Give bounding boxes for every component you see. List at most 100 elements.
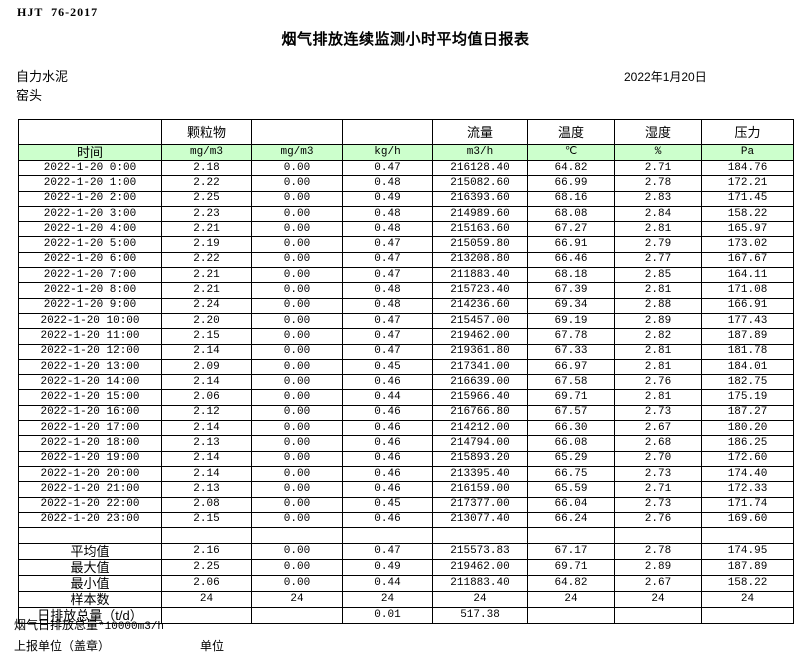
data-cell-4: 214236.60 bbox=[432, 297, 528, 314]
table-row: 2022-1-20 20:00 2.14 0.00 0.46 213395.40 66.7… bbox=[18, 465, 794, 483]
summary-cell-1 bbox=[161, 607, 252, 625]
data-cell-5: 69.34 bbox=[527, 297, 615, 314]
unit-header-cell-0: 时间 bbox=[18, 144, 162, 161]
data-cell-1: 2.08 bbox=[161, 496, 252, 513]
table-row: 2022-1-20 21:00 2.13 0.00 0.46 216159.00 65.5… bbox=[18, 481, 794, 498]
data-cell-1: 2.21 bbox=[161, 221, 252, 238]
blank-cell-1 bbox=[161, 527, 252, 545]
summary-cell-5: 67.17 bbox=[527, 543, 615, 561]
data-cell-4: 216393.60 bbox=[432, 190, 528, 207]
data-cell-2: 0.00 bbox=[251, 221, 343, 238]
data-cell-3: 0.45 bbox=[342, 358, 433, 376]
data-cell-0: 2022-1-20 14:00 bbox=[18, 374, 162, 391]
table-summary-row: 最大值 2.25 0.00 0.49 219462.00 69.71 2.89 187.89 bbox=[18, 559, 794, 577]
data-cell-1: 2.13 bbox=[161, 481, 252, 498]
summary-cell-6: 24 bbox=[614, 591, 702, 609]
data-cell-7: 167.67 bbox=[701, 251, 794, 269]
summary-cell-5: 24 bbox=[527, 591, 615, 609]
data-cell-2: 0.00 bbox=[251, 420, 343, 437]
data-cell-7: 175.19 bbox=[701, 389, 794, 406]
data-cell-6: 2.81 bbox=[614, 282, 702, 299]
data-cell-5: 64.82 bbox=[527, 159, 615, 177]
summary-cell-3: 24 bbox=[342, 591, 433, 609]
data-cell-4: 219361.80 bbox=[432, 343, 528, 360]
data-cell-6: 2.82 bbox=[614, 328, 702, 345]
group-header-cell-1: 颗粒物 bbox=[161, 119, 252, 145]
data-cell-5: 66.30 bbox=[527, 420, 615, 437]
data-cell-2: 0.00 bbox=[251, 450, 343, 467]
summary-cell-4: 211883.40 bbox=[432, 575, 528, 593]
summary-cell-0: 最小值 bbox=[18, 575, 162, 593]
summary-cell-1: 2.25 bbox=[161, 559, 252, 577]
table-summary-row: 最小值 2.06 0.00 0.44 211883.40 64.82 2.67 158.22 bbox=[18, 575, 794, 593]
data-cell-1: 2.22 bbox=[161, 175, 252, 192]
data-cell-6: 2.71 bbox=[614, 159, 702, 177]
data-cell-3: 0.46 bbox=[342, 374, 433, 391]
data-cell-3: 0.47 bbox=[342, 267, 433, 284]
data-cell-5: 68.18 bbox=[527, 267, 615, 284]
data-cell-5: 68.08 bbox=[527, 205, 615, 223]
data-cell-4: 215082.60 bbox=[432, 175, 528, 192]
blank-cell-3 bbox=[342, 527, 433, 545]
data-cell-3: 0.46 bbox=[342, 450, 433, 467]
data-cell-7: 171.45 bbox=[701, 190, 794, 207]
data-cell-7: 182.75 bbox=[701, 374, 794, 391]
table-row: 2022-1-20 0:00 2.18 0.00 0.47 216128.40 64.82… bbox=[18, 159, 794, 177]
data-cell-3: 0.49 bbox=[342, 190, 433, 207]
data-cell-4: 215059.80 bbox=[432, 236, 528, 253]
data-cell-0: 2022-1-20 15:00 bbox=[18, 389, 162, 406]
summary-cell-4: 215573.83 bbox=[432, 543, 528, 561]
data-cell-2: 0.00 bbox=[251, 374, 343, 391]
organization-name: 自力水泥 bbox=[16, 69, 69, 84]
summary-cell-5: 64.82 bbox=[527, 575, 615, 593]
data-cell-2: 0.00 bbox=[251, 282, 343, 299]
data-cell-0: 2022-1-20 23:00 bbox=[18, 511, 162, 529]
blank-cell-5 bbox=[527, 527, 615, 545]
summary-cell-4: 219462.00 bbox=[432, 559, 528, 577]
data-cell-6: 2.77 bbox=[614, 251, 702, 269]
data-cell-4: 213208.80 bbox=[432, 251, 528, 269]
group-header-cell-2 bbox=[251, 119, 343, 145]
data-cell-6: 2.89 bbox=[614, 312, 702, 330]
data-cell-2: 0.00 bbox=[251, 435, 343, 452]
data-cell-0: 2022-1-20 11:00 bbox=[18, 328, 162, 345]
data-cell-7: 174.40 bbox=[701, 465, 794, 483]
summary-cell-7 bbox=[701, 607, 794, 625]
data-cell-7: 187.27 bbox=[701, 404, 794, 422]
data-cell-2: 0.00 bbox=[251, 159, 343, 177]
data-cell-2: 0.00 bbox=[251, 511, 343, 529]
blank-cell-0 bbox=[18, 527, 162, 545]
data-cell-4: 214794.00 bbox=[432, 435, 528, 452]
data-cell-3: 0.48 bbox=[342, 175, 433, 192]
data-cell-3: 0.46 bbox=[342, 404, 433, 422]
data-cell-0: 2022-1-20 17:00 bbox=[18, 420, 162, 437]
data-cell-0: 2022-1-20 6:00 bbox=[18, 251, 162, 269]
emissions-report-table: 颗粒物 流量 温度 湿度 压力 时间 mg/m3 mg/m3 kg/h m3/h ℃% Pa 2022-… bbox=[18, 119, 794, 625]
data-cell-1: 2.12 bbox=[161, 404, 252, 422]
data-cell-0: 2022-1-20 13:00 bbox=[18, 358, 162, 376]
summary-cell-7: 174.95 bbox=[701, 543, 794, 561]
data-cell-6: 2.76 bbox=[614, 511, 702, 529]
data-cell-1: 2.14 bbox=[161, 374, 252, 391]
data-cell-5: 67.58 bbox=[527, 374, 615, 391]
data-cell-3: 0.48 bbox=[342, 282, 433, 299]
data-cell-5: 67.27 bbox=[527, 221, 615, 238]
data-cell-7: 173.02 bbox=[701, 236, 794, 253]
data-cell-0: 2022-1-20 16:00 bbox=[18, 404, 162, 422]
summary-cell-2: 0.00 bbox=[251, 543, 343, 561]
data-cell-4: 215893.20 bbox=[432, 450, 528, 467]
data-cell-6: 2.88 bbox=[614, 297, 702, 314]
data-cell-0: 2022-1-20 3:00 bbox=[18, 205, 162, 223]
summary-cell-4: 517.38 bbox=[432, 607, 528, 625]
data-cell-3: 0.47 bbox=[342, 312, 433, 330]
table-row: 2022-1-20 10:00 2.20 0.00 0.47 215457.00 69.1… bbox=[18, 312, 794, 330]
table-row: 2022-1-20 22:00 2.08 0.00 0.45 217377.00 66.0… bbox=[18, 496, 794, 513]
data-cell-7: 166.91 bbox=[701, 297, 794, 314]
table-row: 2022-1-20 23:00 2.15 0.00 0.46 213077.40 66.2… bbox=[18, 511, 794, 529]
data-cell-5: 66.08 bbox=[527, 435, 615, 452]
data-cell-1: 2.06 bbox=[161, 389, 252, 406]
data-cell-4: 215457.00 bbox=[432, 312, 528, 330]
data-cell-7: 171.74 bbox=[701, 496, 794, 513]
report-table-wrapper: 颗粒物 流量 温度 湿度 压力 时间 mg/m3 mg/m3 kg/h m3/h ℃% Pa 2022-… bbox=[18, 119, 794, 625]
